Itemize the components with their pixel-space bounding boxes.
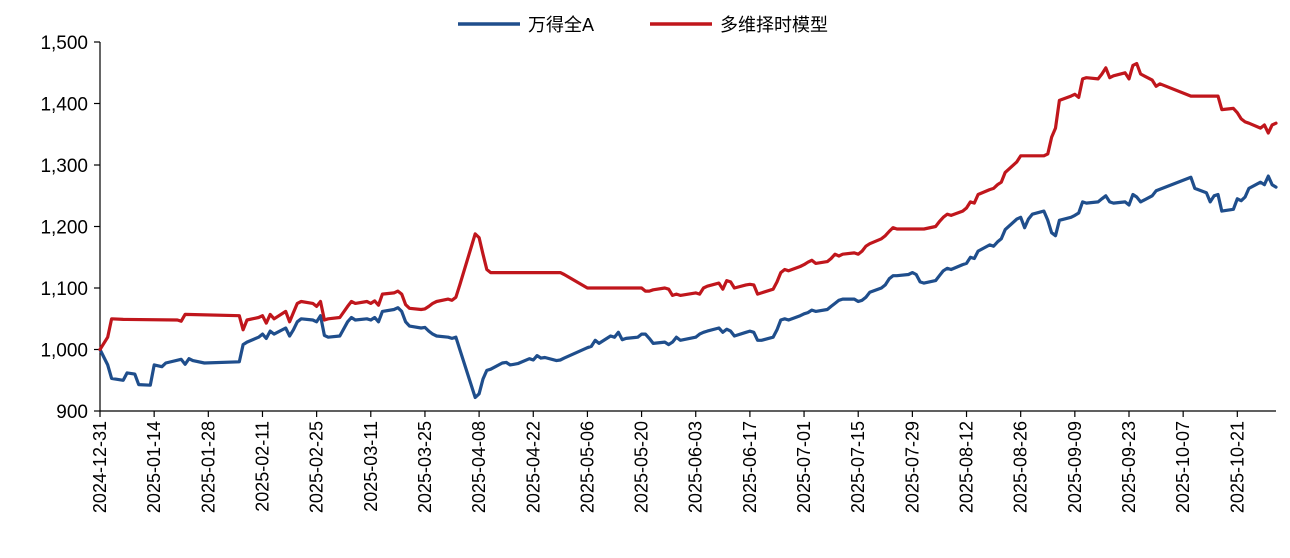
y-tick-label: 1,000 [40,341,88,362]
legend-label-1: 多维择时模型 [720,15,828,35]
x-tick-label: 2025-05-06 [577,421,597,513]
x-tick-label: 2025-10-07 [1173,421,1193,513]
y-tick-label: 1,500 [40,33,88,54]
legend: 万得全A 多维择时模型 [458,15,828,35]
legend-label-0: 万得全A [528,15,594,35]
x-tick-label: 2025-03-25 [415,421,435,513]
x-tick-label: 2025-06-17 [740,421,760,513]
y-tick-label: 1,100 [40,279,88,300]
x-tick-label: 2025-08-26 [1011,421,1031,513]
x-tick-label: 2025-09-23 [1119,421,1139,513]
plot-area [98,61,1278,400]
x-tick-label: 2025-01-14 [144,421,164,513]
x-tick-label: 2025-07-15 [848,421,868,513]
series-line-1 [98,61,1278,352]
x-tick-label: 2025-01-28 [198,421,218,513]
x-tick-label: 2025-06-03 [686,421,706,513]
x-tick-label: 2025-08-12 [957,421,977,513]
y-tick-label: 1,400 [40,95,88,116]
x-tick-label: 2024-12-31 [90,421,110,513]
x-tick-label: 2025-05-20 [632,421,652,513]
y-tick-label: 1,300 [40,156,88,177]
x-tick-label: 2025-09-09 [1065,421,1085,513]
y-tick-label: 900 [56,402,88,423]
x-tick-label: 2025-04-22 [523,421,543,513]
y-axis: 900 1,000 1,100 1,200 1,300 1,400 1,500 [40,33,101,423]
x-tick-label: 2025-04-08 [469,421,489,513]
y-tick-label: 1,200 [40,218,88,239]
x-tick-label: 2025-07-01 [794,421,814,513]
x-tick-label: 2025-02-25 [307,421,327,513]
x-tick-label: 2025-10-21 [1227,421,1247,513]
x-axis: 2024-12-31 2025-01-14 2025-01-28 2025-02-11… [90,410,1276,513]
series-line-0 [98,174,1278,400]
x-tick-label: 2025-03-11 [361,421,381,512]
x-tick-label: 2025-07-29 [902,421,922,513]
x-tick-label: 2025-02-11 [252,421,272,512]
